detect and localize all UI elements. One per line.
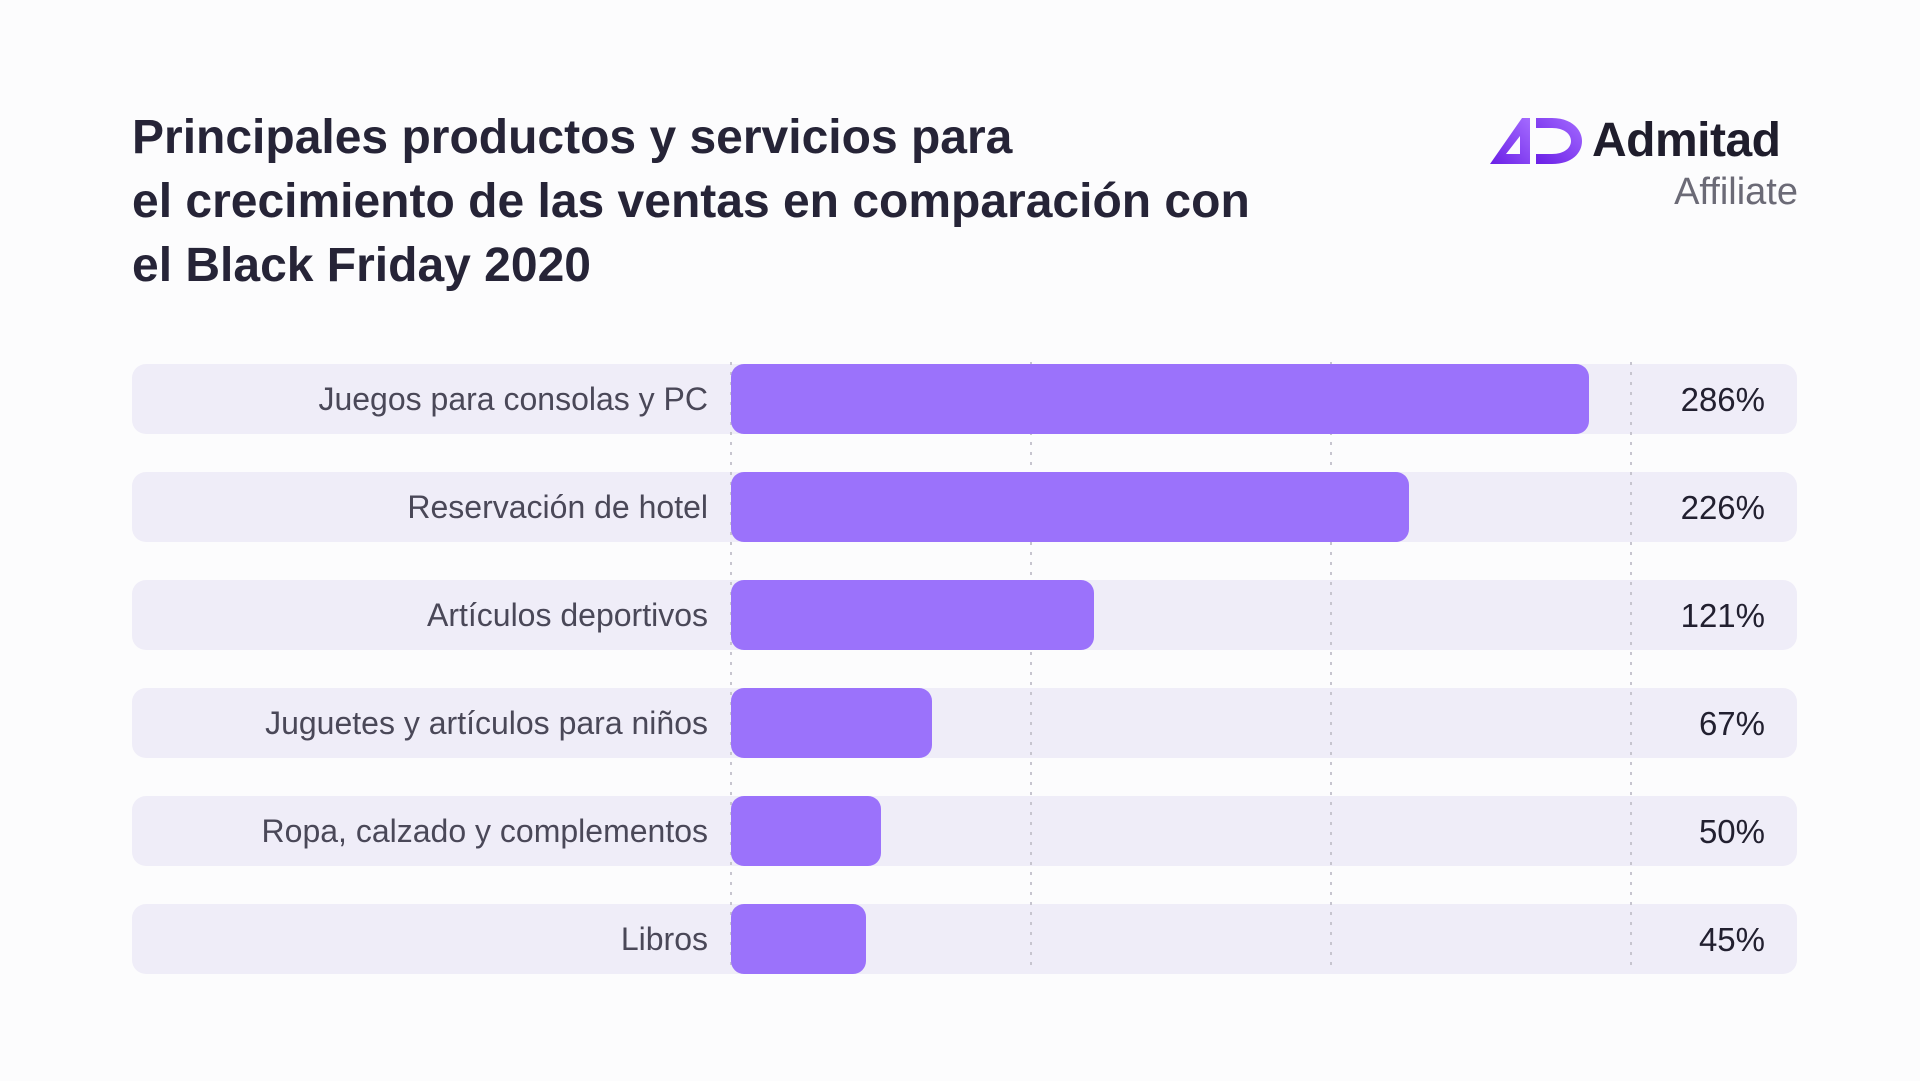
category-label: Libros: [621, 921, 708, 957]
value-label: 226%: [1681, 489, 1765, 526]
chart-title: Principales productos y servicios para e…: [132, 106, 1432, 298]
bar: [731, 904, 866, 974]
bar: [731, 580, 1094, 650]
category-label: Juegos para consolas y PC: [318, 381, 708, 417]
bar: [731, 472, 1409, 542]
chart-title-line-2: el crecimiento de las ventas en comparac…: [132, 175, 1250, 228]
category-label: Juguetes y artículos para niños: [265, 705, 708, 741]
bar: [731, 796, 881, 866]
value-label: 67%: [1699, 705, 1765, 742]
category-label: Artículos deportivos: [427, 597, 708, 633]
labels: Juegos para consolas y PC 286% Reservación…: [262, 381, 1765, 958]
bar: [731, 688, 932, 758]
brand-logo: Admitad Affiliate: [1486, 110, 1798, 220]
chart-title-line-1: Principales productos y servicios para: [132, 111, 1013, 164]
brand-name: Admitad: [1592, 114, 1781, 167]
row-track: [132, 904, 1797, 974]
category-label: Ropa, calzado y complementos: [262, 813, 708, 849]
category-label: Reservación de hotel: [407, 489, 708, 525]
admitad-ad-logo-icon: [1490, 118, 1582, 164]
row-tracks: [132, 364, 1797, 974]
value-label: 286%: [1681, 381, 1765, 418]
value-label: 50%: [1699, 813, 1765, 850]
brand-subtitle: Affiliate: [1674, 171, 1798, 213]
gridlines: [730, 362, 1632, 972]
value-label: 45%: [1699, 921, 1765, 958]
chart-title-line-3: el Black Friday 2020: [132, 239, 591, 292]
value-label: 121%: [1681, 597, 1765, 634]
row-track: [132, 796, 1797, 866]
row-track: [132, 688, 1797, 758]
bars: [731, 364, 1589, 974]
bar: [731, 364, 1589, 434]
